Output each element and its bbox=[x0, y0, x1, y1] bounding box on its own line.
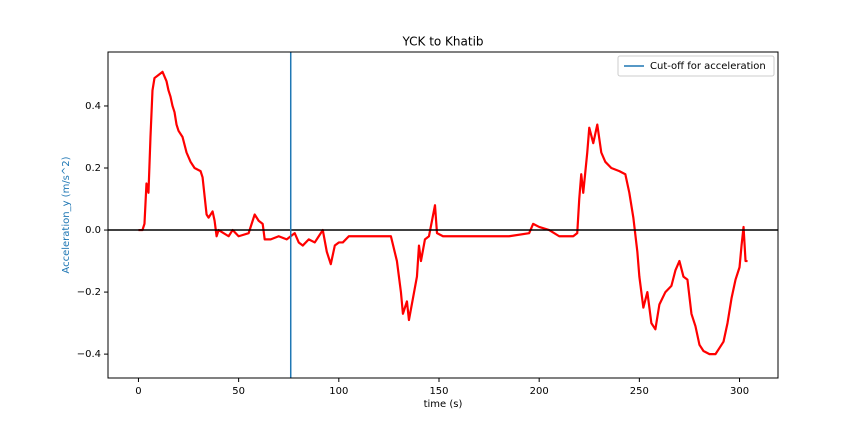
legend-box bbox=[617, 55, 775, 77]
x-tick-label: 100 bbox=[329, 386, 348, 397]
chart-title: YCK to Khatib bbox=[401, 35, 483, 49]
x-axis-label: time (s) bbox=[424, 399, 463, 410]
y-tick-label: −0.4 bbox=[77, 349, 101, 360]
x-tick-label: 150 bbox=[429, 386, 448, 397]
y-axis-label: Acceleration_y (m/s^2) bbox=[61, 156, 72, 273]
y-tick-label: 0.4 bbox=[85, 101, 101, 112]
x-tick-label: 300 bbox=[730, 386, 749, 397]
x-tick-label: 0 bbox=[135, 386, 141, 397]
y-tick-label: 0.0 bbox=[85, 225, 101, 236]
x-tick-label: 50 bbox=[232, 386, 245, 397]
data-line bbox=[138, 70, 748, 356]
legend-label: Cut-off for acceleration bbox=[650, 61, 766, 72]
y-tick-label: 0.2 bbox=[85, 163, 101, 174]
x-tick-label: 250 bbox=[630, 386, 649, 397]
plot-frame bbox=[107, 51, 779, 379]
x-tick-label: 200 bbox=[530, 386, 549, 397]
y-tick-label: −0.2 bbox=[77, 287, 101, 298]
